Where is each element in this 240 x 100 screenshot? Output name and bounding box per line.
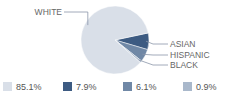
legend-label: 6.1% <box>136 82 157 92</box>
legend-swatch <box>3 82 12 91</box>
legend-swatch <box>123 82 132 91</box>
legend-swatch <box>183 82 192 91</box>
legend-label: 85.1% <box>16 82 42 92</box>
pie <box>81 6 149 74</box>
slice-label: ASIAN <box>170 39 196 49</box>
leader-line <box>146 41 168 44</box>
legend-label: 0.9% <box>196 82 217 92</box>
chart: WHITE ASIANHISPANICBLACK 85.1% 7.9% 6.1% 0.9% <box>0 0 240 100</box>
leader-line <box>139 60 168 65</box>
slice-label: BLACK <box>170 60 198 70</box>
slice-label: WHITE <box>35 7 63 17</box>
leader-line <box>64 12 88 25</box>
slice-label: HISPANIC <box>170 50 210 60</box>
pie-slice <box>81 6 148 74</box>
legend-label: 7.9% <box>76 82 97 92</box>
leader-line <box>143 54 168 56</box>
legend-swatch <box>63 82 72 91</box>
